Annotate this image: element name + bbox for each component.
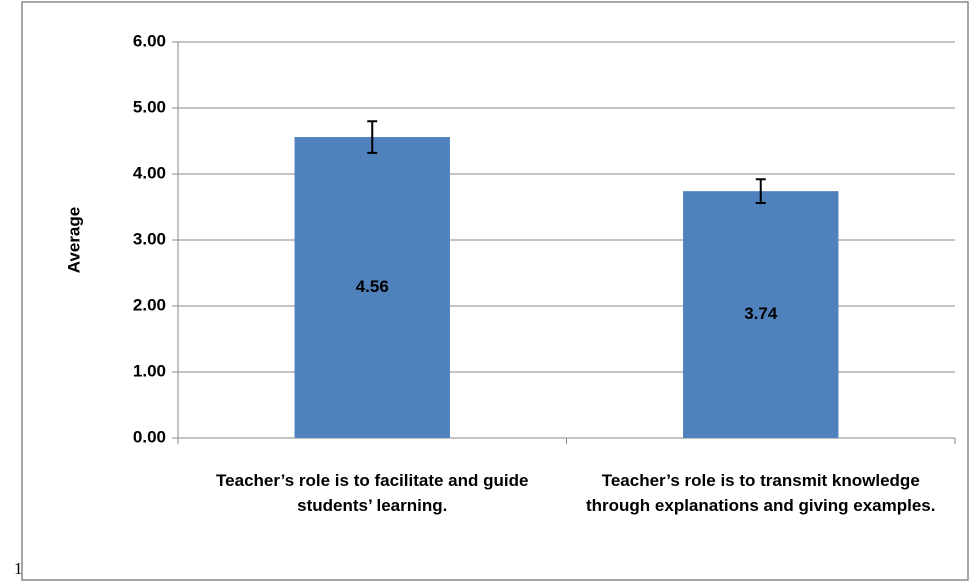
data-label: 3.74 xyxy=(744,304,778,323)
data-label: 4.56 xyxy=(356,277,389,296)
y-tick-label: 6.00 xyxy=(133,31,166,50)
bar xyxy=(683,191,839,438)
y-tick-label: 0.00 xyxy=(133,427,166,446)
y-tick-label: 1.00 xyxy=(133,361,166,380)
y-tick-label: 3.00 xyxy=(133,229,166,248)
error-bar xyxy=(755,178,766,205)
bar xyxy=(294,137,450,439)
x-tick-label: Teacher’s role is to facilitate and guid… xyxy=(216,471,529,515)
y-tick-label: 2.00 xyxy=(133,295,166,314)
error-bar xyxy=(367,120,378,154)
y-tick-label: 4.00 xyxy=(133,163,166,182)
y-tick-label: 5.00 xyxy=(133,97,166,116)
page-marker: 1 xyxy=(14,559,23,578)
y-axis-label: Average xyxy=(64,207,83,273)
x-tick-label: Teacher’s role is to transmit knowledge … xyxy=(585,471,936,515)
